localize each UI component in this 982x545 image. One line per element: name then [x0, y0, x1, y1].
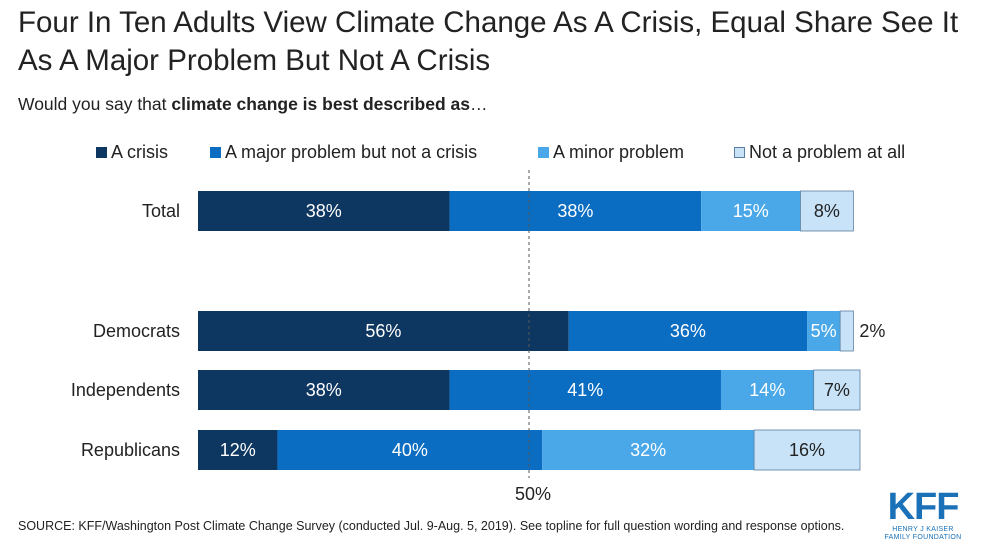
- legend-label-crisis: A crisis: [111, 142, 169, 162]
- chart-legend: A crisis A major problem but not a crisi…: [0, 142, 982, 168]
- category-label-republicans: Republicans: [81, 440, 180, 460]
- data-label-democrats-crisis: 56%: [365, 321, 401, 341]
- data-label-independents-not: 7%: [824, 380, 850, 400]
- data-label-republicans-minor: 32%: [630, 440, 666, 460]
- data-label-total-crisis: 38%: [306, 201, 342, 221]
- data-label-democrats-not: 2%: [859, 321, 885, 341]
- legend-item-minor: A minor problem: [538, 142, 684, 163]
- legend-item-major: A major problem but not a crisis: [210, 142, 477, 163]
- legend-label-minor: A minor problem: [553, 142, 685, 162]
- data-label-democrats-minor: 5%: [811, 321, 837, 341]
- data-label-total-major: 38%: [557, 201, 593, 221]
- bar-independents-major: [449, 370, 721, 410]
- legend-item-not: Not a problem at all: [734, 142, 905, 163]
- legend-item-crisis: A crisis: [96, 142, 168, 163]
- subtitle-prefix: Would you say that: [18, 94, 172, 114]
- data-label-total-minor: 15%: [733, 201, 769, 221]
- bar-total-minor: [701, 191, 801, 231]
- bar-independents-crisis: [198, 370, 450, 410]
- logo-mark: KFF: [887, 486, 960, 528]
- bar-total-crisis: [198, 191, 450, 231]
- data-label-total-not: 8%: [814, 201, 840, 221]
- bar-democrats-crisis: [198, 311, 569, 351]
- bar-democrats-minor: [807, 311, 841, 351]
- bar-democrats-major: [568, 311, 808, 351]
- subtitle-bold: climate change is best described as: [171, 94, 470, 114]
- bar-total-not: [800, 190, 854, 232]
- legend-swatch-major: [210, 147, 221, 158]
- subtitle-suffix: …: [469, 94, 488, 114]
- logo-line2: FAMILY FOUNDATION: [884, 534, 962, 541]
- category-label-total: Total: [142, 201, 180, 221]
- bar-democrats-not: [839, 310, 854, 352]
- source-note: SOURCE: KFF/Washington Post Climate Chan…: [18, 519, 845, 533]
- legend-swatch-minor: [538, 147, 549, 158]
- bar-republicans-minor: [542, 430, 755, 470]
- legend-swatch-crisis: [96, 147, 107, 158]
- bar-republicans-not: [753, 429, 861, 471]
- logo-line1: HENRY J KAISER: [892, 526, 954, 533]
- data-label-independents-major: 41%: [567, 380, 603, 400]
- data-label-democrats-major: 36%: [670, 321, 706, 341]
- data-label-independents-minor: 14%: [749, 380, 785, 400]
- stacked-bar-chart: Total 38% 38% 15% 8% Democrats 56% 36% 5% 2% Indep…: [71, 170, 885, 504]
- data-label-republicans-major: 40%: [392, 440, 428, 460]
- kff-logo: KFF HENRY J KAISER FAMILY FOUNDATION: [878, 486, 968, 541]
- bar-independents-not: [813, 369, 861, 411]
- legend-label-not: Not a problem at all: [749, 142, 906, 162]
- legend-swatch-not: [734, 147, 745, 158]
- chart-title: Four In Ten Adults View Climate Change A…: [18, 6, 959, 77]
- chart-subtitle: Would you say that climate change is bes…: [18, 94, 487, 115]
- bar-total-major: [449, 191, 702, 231]
- data-label-republicans-not: 16%: [789, 440, 825, 460]
- bar-republicans-major: [277, 430, 543, 470]
- category-label-democrats: Democrats: [93, 321, 180, 341]
- bar-republicans-crisis: [198, 430, 278, 470]
- data-label-independents-crisis: 38%: [306, 380, 342, 400]
- category-label-independents: Independents: [71, 380, 180, 400]
- data-label-republicans-crisis: 12%: [220, 440, 256, 460]
- legend-label-major: A major problem but not a crisis: [225, 142, 478, 162]
- bar-independents-minor: [720, 370, 814, 410]
- reference-line-label: 50%: [515, 484, 551, 504]
